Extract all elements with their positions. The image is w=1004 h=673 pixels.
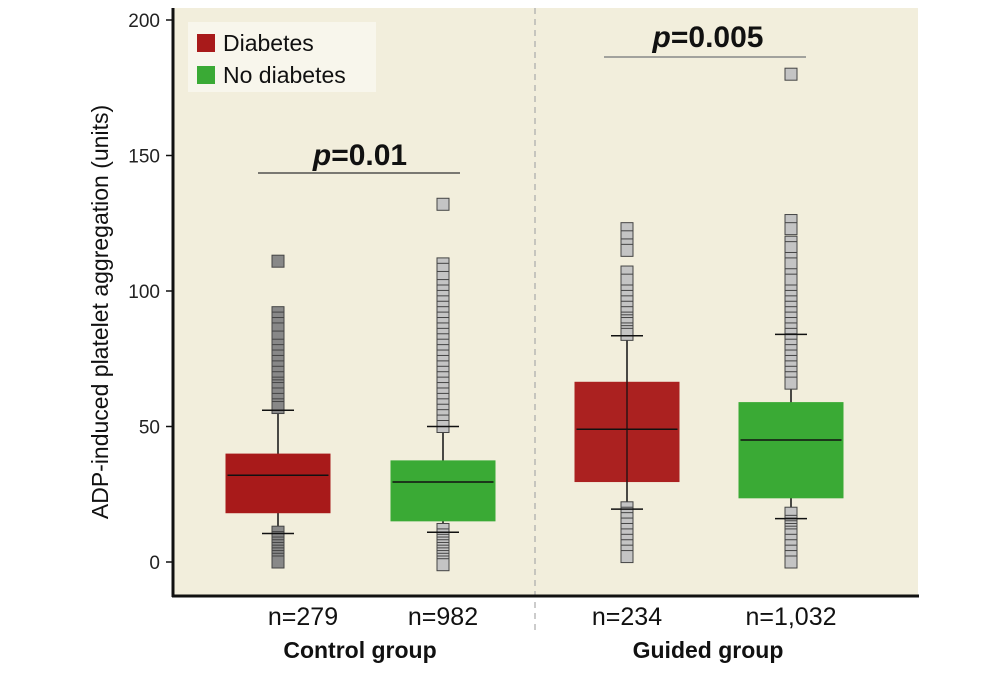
n-label: n=982 <box>408 603 478 631</box>
outlier-point <box>271 401 285 415</box>
outlier-point <box>436 197 450 211</box>
outlier-point <box>784 241 798 255</box>
y-tick-label: 0 <box>149 553 160 574</box>
p-value-guided-label: p=0.005 <box>652 21 764 54</box>
outlier-point <box>784 555 798 569</box>
outlier-point <box>784 376 798 390</box>
outlier-point <box>271 254 285 268</box>
outlier-point <box>620 327 634 341</box>
y-tick-label: 100 <box>128 282 160 303</box>
p-value-control: p=0.01 <box>258 139 460 174</box>
outlier-point <box>784 67 798 81</box>
legend-label-no-diabetes: No diabetes <box>223 62 346 88</box>
legend-swatch-no-diabetes <box>197 66 215 84</box>
y-tick-label: 50 <box>139 418 160 439</box>
y-axis-label: ADP-induced platelet aggregation (units) <box>87 105 113 519</box>
p-value-control-label: p=0.01 <box>312 139 407 172</box>
outlier-point <box>620 273 634 287</box>
outlier-point <box>436 558 450 572</box>
group-label-control: Control group <box>283 637 436 663</box>
n-label: n=279 <box>268 603 338 631</box>
legend-swatch-diabetes <box>197 34 215 52</box>
legend-label-diabetes: Diabetes <box>223 30 314 56</box>
outlier-point <box>784 273 798 287</box>
group-label-guided: Guided group <box>633 637 784 663</box>
outlier-point <box>271 555 285 569</box>
box-control-diabetes <box>225 254 331 569</box>
box-control-no-diabetes <box>390 197 496 572</box>
box-guided-diabetes <box>574 222 680 564</box>
n-label: n=234 <box>592 603 662 631</box>
box-iqr <box>738 402 844 499</box>
p-value-guided: p=0.005 <box>604 21 806 58</box>
outlier-point <box>784 257 798 271</box>
y-tick-label: 200 <box>128 11 160 32</box>
box-iqr <box>390 460 496 522</box>
legend-box <box>188 22 376 92</box>
legend: Diabetes No diabetes <box>188 22 376 92</box>
outlier-point <box>620 243 634 257</box>
box-guided-no-diabetes <box>738 67 844 569</box>
n-label: n=1,032 <box>745 603 836 631</box>
outlier-point <box>784 222 798 236</box>
outlier-point <box>620 550 634 564</box>
box-iqr <box>225 453 331 514</box>
y-tick-label: 150 <box>128 147 160 168</box>
